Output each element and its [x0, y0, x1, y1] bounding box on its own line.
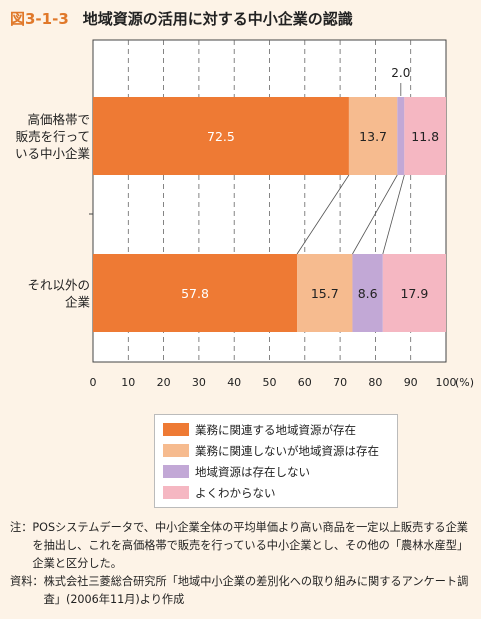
source-row: 資料： 株式会社三菱総合研究所「地域中小企業の差別化への取り組みに関するアンケー…: [10, 573, 472, 609]
bar-segment: [397, 97, 405, 175]
legend-label: よくわからない: [195, 485, 276, 500]
legend-label: 業務に関連しないが地域資源は存在: [195, 443, 379, 458]
category-label: 企業: [65, 295, 91, 310]
x-tick-label: 50: [263, 376, 277, 389]
legend-label: 業務に関連する地域資源が存在: [195, 422, 356, 437]
legend-item: よくわからない: [163, 482, 389, 503]
x-tick-label: 100: [436, 376, 457, 389]
chart-title: 図3-1-3 地域資源の活用に対する中小企業の認識: [10, 8, 353, 29]
stacked-bar-chart: 0 10 20 30 40 50 60 70 80 90 100(%) 高価格帯で販売を行っている中小…: [15, 39, 474, 389]
data-label: 72.5: [207, 129, 235, 144]
legend-swatch: [163, 465, 189, 478]
x-tick-label: 40: [227, 376, 241, 389]
bar-segment: [93, 254, 298, 332]
bar-segment: [352, 254, 383, 332]
bar-segment: [93, 97, 349, 175]
figure-number: 図3-1-3: [10, 10, 69, 28]
data-label: 8.6: [358, 286, 378, 301]
legend-swatch: [163, 444, 189, 457]
x-tick-label: 10: [121, 376, 135, 389]
note-label: 注：: [10, 521, 33, 534]
legend-item: 地域資源は存在しない: [163, 461, 389, 482]
x-tick-label: 20: [157, 376, 171, 389]
x-tick-label: 60: [298, 376, 312, 389]
legend: 業務に関連する地域資源が存在業務に関連しないが地域資源は存在 地域資源は存在しない…: [154, 414, 398, 508]
data-label: 57.8: [181, 286, 209, 301]
connector-line: [296, 174, 350, 255]
figure-title: 地域資源の活用に対する中小企業の認識: [82, 10, 353, 28]
x-tick-label: 0: [90, 376, 97, 389]
source-text: 株式会社三菱総合研究所「地域中小企業の差別化への取り組みに関するアンケート調査」…: [43, 575, 469, 606]
x-axis-unit: (%): [455, 376, 474, 389]
x-tick-label: 90: [404, 376, 418, 389]
data-label: 11.8: [411, 129, 439, 144]
bar-segment: [348, 97, 398, 175]
legend-swatch: [163, 486, 189, 499]
legend-swatch: [163, 423, 189, 436]
connector-line: [382, 174, 405, 255]
legend-item: 業務に関連する地域資源が存在: [163, 419, 389, 440]
bar-segment: [382, 254, 446, 332]
data-label: 17.9: [400, 286, 428, 301]
category-label: 高価格帯で: [27, 112, 90, 127]
legend-item: 業務に関連しないが地域資源は存在: [163, 440, 389, 461]
x-tick-label: 30: [192, 376, 206, 389]
data-label: 15.7: [311, 286, 339, 301]
category-label: それ以外の: [27, 278, 90, 293]
bar-segment: [297, 254, 353, 332]
category-label: 販売を行って: [16, 129, 90, 144]
bar-segment: [404, 97, 446, 175]
x-tick-label: 70: [333, 376, 347, 389]
data-label: 2.0: [391, 66, 410, 80]
legend-label: 地域資源は存在しない: [195, 464, 310, 479]
data-label: 13.7: [359, 129, 387, 144]
note-text: POSシステムデータで、中小企業全体の平均単価より高い商品を一定以上販売する企業…: [32, 521, 469, 570]
notes: 注： POSシステムデータで、中小企業全体の平均単価より高い商品を一定以上販売す…: [10, 519, 472, 609]
source-label: 資料：: [10, 575, 44, 588]
connector-line: [352, 174, 398, 255]
category-label: いる中小企業: [15, 146, 91, 161]
note-row: 注： POSシステムデータで、中小企業全体の平均単価より高い商品を一定以上販売す…: [10, 519, 472, 573]
x-tick-label: 80: [368, 376, 382, 389]
